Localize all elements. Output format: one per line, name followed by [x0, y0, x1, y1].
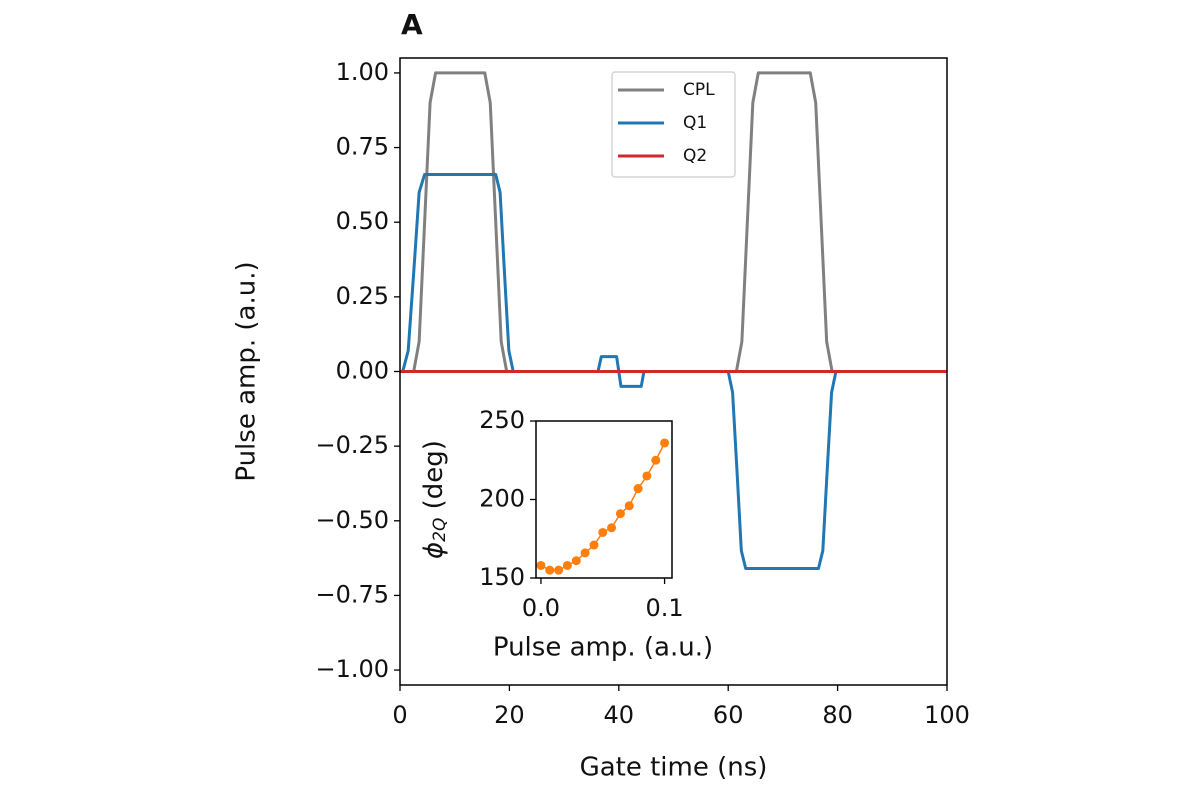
y-tick-label: 1.00: [336, 58, 389, 86]
marker: [615, 509, 625, 519]
y-tick-label: 0.75: [336, 133, 389, 161]
marker: [651, 455, 661, 465]
marker: [571, 556, 581, 566]
marker: [554, 565, 564, 575]
x-tick-label: 40: [604, 701, 635, 729]
y-tick-label: −0.75: [315, 580, 389, 608]
marker: [642, 471, 652, 481]
y-tick-label: 150: [479, 563, 525, 591]
y-axis-label-part: ϕ: [419, 542, 449, 559]
marker: [607, 523, 617, 533]
y-tick-label: −0.50: [315, 506, 389, 534]
marker: [536, 560, 546, 570]
marker: [589, 540, 599, 550]
y-tick-label: 0.25: [336, 282, 389, 310]
x-tick-label: 0: [392, 701, 407, 729]
legend-label: Q2: [683, 146, 707, 166]
marker: [598, 527, 608, 537]
y-tick-label: 200: [479, 485, 525, 513]
marker: [633, 484, 643, 494]
y-tick-label: −0.25: [315, 431, 389, 459]
x-tick-label: 100: [924, 701, 970, 729]
legend-label: Q1: [683, 113, 707, 133]
y-tick-label: −1.00: [315, 655, 389, 683]
x-axis-label: Pulse amp. (a.u.): [493, 633, 713, 663]
plot-area: [536, 421, 672, 578]
y-tick-label: 0.50: [336, 207, 389, 235]
legend-label: CPL: [683, 80, 715, 100]
legend-box: [611, 71, 736, 178]
y-tick-label: 250: [479, 406, 525, 434]
y-axis-label: Pulse amp. (a.u.): [232, 261, 262, 481]
marker: [545, 565, 555, 575]
y-axis-label: ϕ2Q (deg): [419, 440, 451, 559]
y-axis-label-part: 2Q: [430, 518, 450, 542]
x-tick-label: 80: [822, 701, 853, 729]
x-tick-label: 0.0: [522, 594, 560, 622]
marker: [624, 501, 634, 511]
panel-label: A: [401, 8, 423, 41]
x-tick-label: 60: [713, 701, 744, 729]
y-tick-label: 0.00: [336, 357, 389, 385]
marker: [580, 548, 590, 558]
marker: [562, 560, 572, 570]
y-axis-label-part: (deg): [419, 440, 449, 518]
marker: [660, 438, 670, 448]
x-tick-label: 20: [494, 701, 525, 729]
x-axis-label: Gate time (ns): [580, 753, 768, 783]
x-tick-label: 0.1: [645, 594, 683, 622]
